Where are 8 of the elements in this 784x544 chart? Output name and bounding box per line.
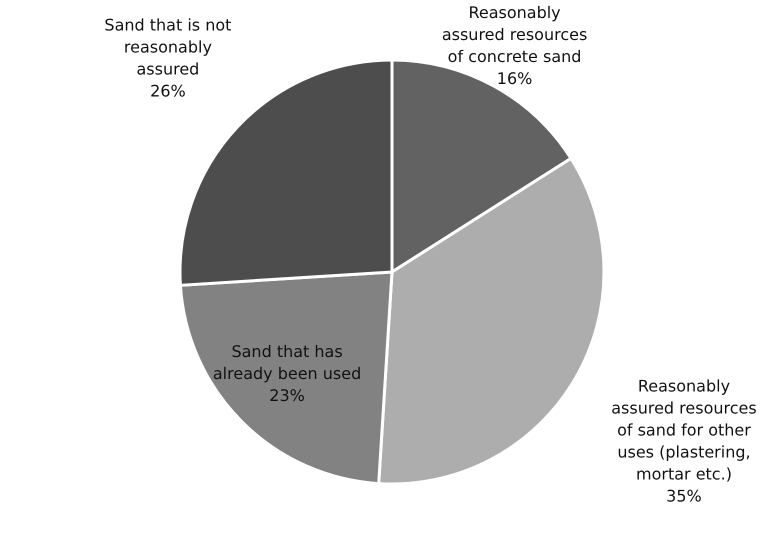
data-label: 23% — [269, 386, 305, 405]
data-label: 16% — [496, 69, 532, 88]
slice-label: Reasonably assured resources of sand for other uses (plastering, mortar etc.) — [611, 376, 757, 484]
data-label: 26% — [150, 82, 186, 101]
data-label: 35% — [666, 486, 702, 506]
slice-label: Reasonably assured resources of concrete sand — [442, 3, 588, 66]
slice-label: Sand that is not reasonably assured — [104, 16, 232, 79]
slice-label: Sand that has already been used — [212, 342, 362, 383]
